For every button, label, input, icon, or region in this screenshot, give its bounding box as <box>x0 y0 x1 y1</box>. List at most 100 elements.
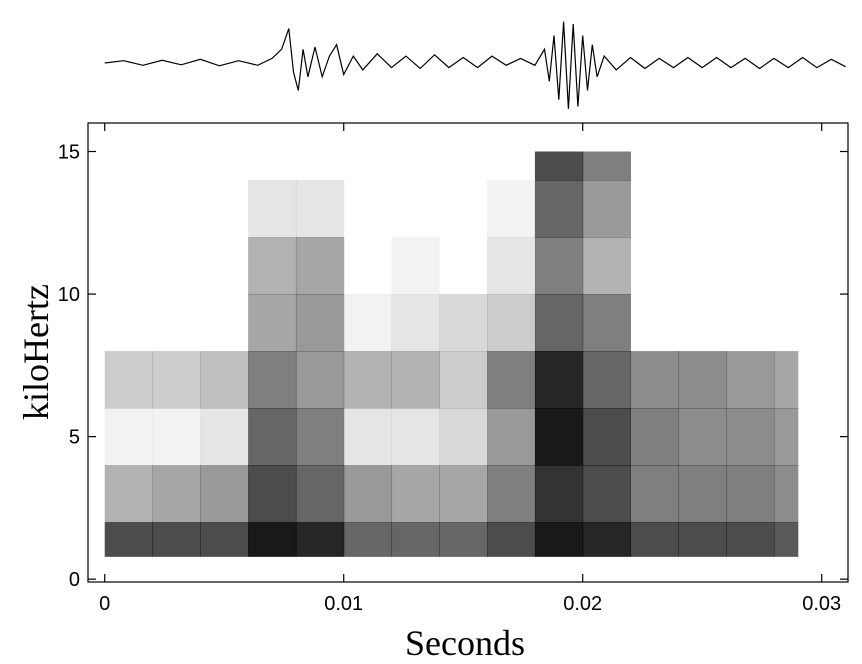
heat-cell <box>295 180 345 238</box>
heat-cell <box>439 152 487 181</box>
heat-cell <box>582 408 632 466</box>
heat-cell <box>534 151 584 181</box>
heat-cell <box>105 152 153 181</box>
heat-cell <box>344 152 392 181</box>
heat-cell <box>439 522 488 557</box>
y-tick-label: 15 <box>58 142 80 164</box>
heat-cell <box>630 522 679 557</box>
heat-cell <box>248 351 297 409</box>
heat-cell <box>582 465 632 523</box>
heat-cell <box>295 351 345 409</box>
x-tick-label: 0 <box>99 593 110 615</box>
heat-cell <box>248 408 297 466</box>
heat-cell <box>152 522 201 557</box>
heat-cell <box>392 180 440 238</box>
heat-cell <box>295 522 345 557</box>
heat-cell <box>487 522 536 557</box>
heat-cell <box>343 294 393 352</box>
heat-cell <box>200 522 249 557</box>
heat-cell <box>104 408 154 466</box>
heat-cell <box>105 180 153 238</box>
heat-cell <box>630 351 679 409</box>
heat-cell <box>391 351 440 409</box>
heat-cell <box>487 465 536 523</box>
heat-cell <box>774 294 798 352</box>
y-tick-label: 5 <box>69 427 80 449</box>
heat-cell <box>152 351 201 409</box>
heat-cell <box>248 465 297 523</box>
heat-cell <box>343 351 393 409</box>
heat-cell <box>726 465 775 523</box>
heat-cell <box>534 465 584 523</box>
heat-cell <box>726 152 774 181</box>
y-axis-label: kiloHertz <box>16 284 56 420</box>
heat-cell <box>439 180 487 238</box>
heat-cell <box>391 294 440 352</box>
heat-cell <box>152 465 201 523</box>
heat-cell <box>200 237 248 295</box>
heat-cell <box>534 237 584 295</box>
heat-cell <box>153 237 201 295</box>
y-tick-label: 0 <box>69 569 80 591</box>
heat-cell <box>200 294 248 352</box>
heat-cell <box>631 237 679 295</box>
heat-cell <box>105 294 153 352</box>
heat-cell <box>487 408 536 466</box>
heat-cell <box>200 465 249 523</box>
heat-cell <box>774 237 798 295</box>
heat-cell <box>153 180 201 238</box>
heat-cell <box>582 351 632 409</box>
heat-cell <box>296 152 344 181</box>
heat-cell <box>582 522 632 557</box>
heat-cell <box>200 152 248 181</box>
heat-cell <box>439 465 488 523</box>
heat-cell <box>439 408 488 466</box>
heat-cell <box>200 351 249 409</box>
heat-cell <box>678 465 727 523</box>
heat-cell <box>105 237 153 295</box>
heat-cell <box>248 294 297 352</box>
heat-cell <box>534 180 584 238</box>
heat-cell <box>439 351 488 409</box>
heat-cell <box>343 522 393 557</box>
heat-cell <box>678 408 727 466</box>
heat-cell <box>678 237 726 295</box>
x-axis-label: Seconds <box>405 623 525 663</box>
heat-cell <box>295 408 345 466</box>
heat-cell <box>582 151 632 181</box>
heat-cell <box>678 351 727 409</box>
heat-cell <box>582 237 632 295</box>
heat-cell <box>631 152 679 181</box>
heat-cell <box>773 351 799 409</box>
heat-cell <box>391 522 440 557</box>
heat-cell <box>487 237 536 295</box>
heat-cell <box>104 522 154 557</box>
heat-cell <box>726 408 775 466</box>
heat-cell <box>726 351 775 409</box>
heat-cell <box>487 351 536 409</box>
heat-cell <box>200 180 248 238</box>
heat-cell <box>152 408 201 466</box>
heat-cell <box>248 237 297 295</box>
heat-cell <box>678 152 726 181</box>
heat-cell <box>248 522 297 557</box>
heat-cell <box>153 152 201 181</box>
heat-cell <box>343 408 393 466</box>
heat-cell <box>630 408 679 466</box>
heat-cell <box>726 237 774 295</box>
heat-cell <box>153 294 201 352</box>
heat-cell <box>582 294 632 352</box>
heat-cell <box>344 237 392 295</box>
heat-cell <box>582 180 632 238</box>
heat-cell <box>534 351 584 409</box>
heat-cell <box>391 237 440 295</box>
x-tick-label: 0.01 <box>324 593 363 615</box>
heat-cell <box>726 522 775 557</box>
heat-cell <box>487 180 536 238</box>
heat-cell <box>439 237 487 295</box>
heat-cell <box>631 180 679 238</box>
heat-cell <box>439 294 488 352</box>
heat-cell <box>343 465 393 523</box>
